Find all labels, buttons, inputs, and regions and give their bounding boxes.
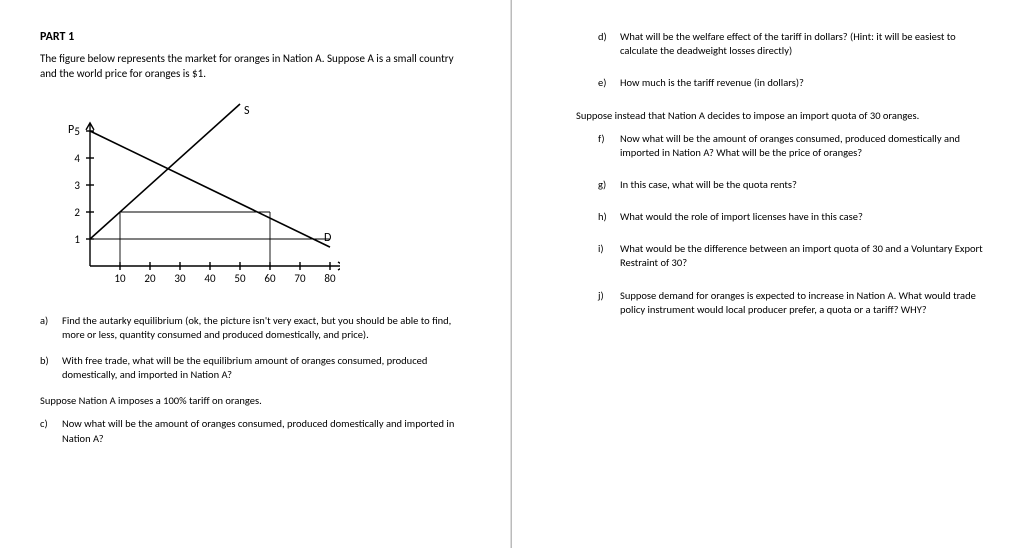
page-right: d) What will be the welfare effect of th… bbox=[512, 0, 1024, 548]
intro-text: The figure below represents the market f… bbox=[40, 52, 471, 82]
svg-text:2: 2 bbox=[74, 206, 80, 219]
q-letter: g) bbox=[598, 178, 620, 192]
q-letter: b) bbox=[40, 354, 62, 382]
svg-text:80: 80 bbox=[324, 272, 336, 285]
q-text: What will be the welfare effect of the t… bbox=[620, 30, 984, 58]
supply-demand-chart: 123451020304050607080PQSD bbox=[50, 96, 471, 296]
svg-text:3: 3 bbox=[74, 179, 80, 192]
svg-text:10: 10 bbox=[114, 272, 126, 285]
question-j: j) Suppose demand for oranges is expecte… bbox=[552, 289, 984, 317]
svg-text:S: S bbox=[244, 104, 250, 118]
question-g: g) In this case, what will be the quota … bbox=[552, 178, 984, 192]
q-text: With free trade, what will be the equili… bbox=[62, 354, 471, 382]
questions-right-1: d) What will be the welfare effect of th… bbox=[552, 30, 984, 91]
svg-text:P: P bbox=[68, 123, 74, 137]
svg-text:50: 50 bbox=[234, 272, 246, 285]
svg-text:20: 20 bbox=[144, 272, 156, 285]
question-e: e) How much is the tariff revenue (in do… bbox=[552, 76, 984, 90]
question-f: f) Now what will be the amount of orange… bbox=[552, 132, 984, 160]
q-text: How much is the tariff revenue (in dolla… bbox=[620, 76, 984, 90]
q-letter: j) bbox=[598, 289, 620, 317]
q-letter: d) bbox=[598, 30, 620, 58]
svg-text:1: 1 bbox=[74, 233, 80, 246]
svg-text:30: 30 bbox=[174, 272, 186, 285]
chart-svg: 123451020304050607080PQSD bbox=[50, 96, 340, 296]
svg-text:5: 5 bbox=[74, 125, 80, 138]
q-text: Suppose demand for oranges is expected t… bbox=[620, 289, 984, 317]
q-text: What would be the difference between an … bbox=[620, 242, 984, 270]
question-a: a) Find the autarky equilibrium (ok, the… bbox=[40, 314, 471, 342]
q-letter: e) bbox=[598, 76, 620, 90]
question-b: b) With free trade, what will be the equ… bbox=[40, 354, 471, 382]
page-left: PART 1 The figure below represents the m… bbox=[0, 0, 512, 548]
sub-intro-right: Suppose instead that Nation A decides to… bbox=[552, 109, 984, 122]
question-i: i) What would be the difference between … bbox=[552, 242, 984, 270]
svg-text:60: 60 bbox=[264, 272, 276, 285]
part-title: PART 1 bbox=[40, 30, 471, 44]
questions-right-2: f) Now what will be the amount of orange… bbox=[552, 132, 984, 317]
sub-intro-left: Suppose Nation A imposes a 100% tariff o… bbox=[40, 394, 471, 407]
q-text: Now what will be the amount of oranges c… bbox=[62, 417, 471, 445]
q-letter: f) bbox=[598, 132, 620, 160]
svg-text:70: 70 bbox=[294, 272, 306, 285]
q-letter: a) bbox=[40, 314, 62, 342]
svg-text:D: D bbox=[324, 231, 331, 245]
svg-text:40: 40 bbox=[204, 272, 216, 285]
question-d: d) What will be the welfare effect of th… bbox=[552, 30, 984, 58]
question-h: h) What would the role of import license… bbox=[552, 210, 984, 224]
q-letter: h) bbox=[598, 210, 620, 224]
svg-text:4: 4 bbox=[74, 152, 80, 165]
questions-left-2: c) Now what will be the amount of orange… bbox=[40, 417, 471, 445]
q-text: What would the role of import licenses h… bbox=[620, 210, 984, 224]
questions-left-1: a) Find the autarky equilibrium (ok, the… bbox=[40, 314, 471, 383]
q-text: Now what will be the amount of oranges c… bbox=[620, 132, 984, 160]
q-letter: c) bbox=[40, 417, 62, 445]
q-text: In this case, what will be the quota ren… bbox=[620, 178, 984, 192]
q-letter: i) bbox=[598, 242, 620, 270]
q-text: Find the autarky equilibrium (ok, the pi… bbox=[62, 314, 471, 342]
question-c: c) Now what will be the amount of orange… bbox=[40, 417, 471, 445]
